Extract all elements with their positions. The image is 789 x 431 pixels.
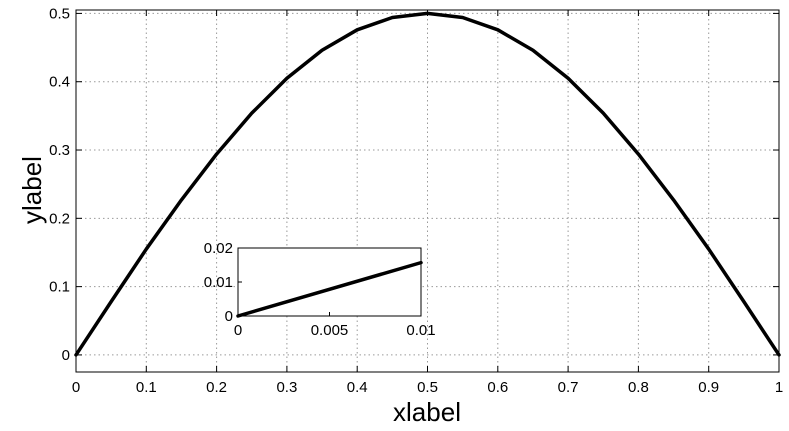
x-tick-label: 0.6 (487, 379, 508, 396)
inset-x-tick-label: 0.01 (406, 322, 435, 339)
y-tick-label: 0.3 (49, 142, 70, 159)
inset-tick-labels: 0 0.005 0.01 0 0.01 0.02 (204, 240, 436, 339)
main-tick-labels: 0 0.1 0.2 0.3 0.4 0.5 0.6 0.7 0.8 0.9 1 0 0.1 0.2 0.3 0… (49, 5, 783, 396)
x-tick-label: 0.8 (628, 379, 649, 396)
x-tick-label: 0.3 (276, 379, 297, 396)
inset-chart: 0 0.005 0.01 0 0.01 0.02 (204, 240, 436, 339)
inset-background (238, 248, 421, 316)
inset-y-tick-label: 0.02 (204, 240, 233, 257)
inset-plot-frame (237, 247, 422, 317)
series-line (74, 11, 781, 357)
x-axis-label: xlabel (393, 397, 461, 427)
inset-series-line (236, 260, 423, 318)
main-grid (76, 10, 779, 372)
inset-x-tick-label: 0 (234, 322, 242, 339)
x-tick-label: 0.5 (417, 379, 438, 396)
x-tick-label: 0.7 (558, 379, 579, 396)
y-tick-label: 0.2 (49, 210, 70, 227)
main-ticks (75, 10, 780, 372)
x-tick-label: 0.9 (698, 379, 719, 396)
y-tick-label: 0.1 (49, 279, 70, 296)
inset-y-tick-label: 0.01 (204, 274, 233, 291)
x-tick-label: 0.2 (206, 379, 227, 396)
inset-y-tick-label: 0 (225, 308, 233, 325)
y-tick-label: 0.4 (49, 74, 70, 91)
x-tick-label: 0.4 (347, 379, 368, 396)
inset-x-tick-label: 0.005 (311, 322, 349, 339)
y-tick-label: 0.5 (49, 5, 70, 22)
x-tick-label: 0 (72, 379, 80, 396)
x-tick-label: 0.1 (136, 379, 157, 396)
y-axis-label: ylabel (17, 156, 47, 224)
y-tick-label: 0 (62, 347, 70, 364)
main-series (74, 11, 781, 357)
inset-series (236, 260, 423, 318)
x-tick-label: 1 (775, 379, 783, 396)
